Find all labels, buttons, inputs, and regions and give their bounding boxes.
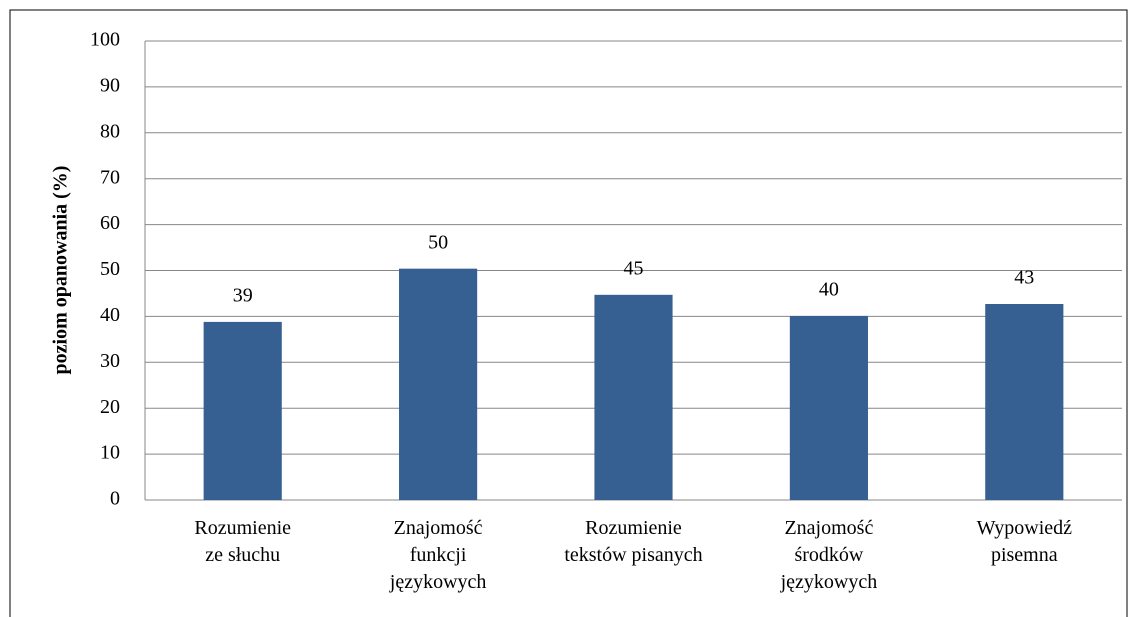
y-tick-label: 70 [100,166,120,188]
y-tick-label: 20 [100,396,120,418]
y-tick-label: 40 [100,304,120,326]
y-tick-label: 10 [100,442,120,464]
value-label: 40 [819,279,839,301]
value-label: 45 [624,257,644,279]
bar [203,321,282,500]
bar [985,304,1064,500]
y-tick-label: 60 [100,212,120,234]
x-tick-label: Rozumienie ze słuchu [194,517,291,566]
value-label: 50 [428,231,448,253]
bar [594,294,673,500]
x-tick-label: Rozumienie tekstów pisanych [564,517,703,566]
y-tick-label: 80 [100,120,120,142]
value-label: 39 [233,285,253,307]
y-tick-label: 0 [110,488,120,510]
y-tick-label: 50 [100,258,120,280]
y-tick-label: 30 [100,350,120,372]
x-tick-label: Znajomość funkcji językowych [389,517,487,593]
bar [789,315,868,500]
x-tick-label: Znajomość środków językowych [780,517,878,593]
y-axis-title: poziom opanowania (%) [50,166,72,375]
x-tick-label: Wypowiedź pisemna [976,517,1073,566]
chart-frame [9,9,1128,617]
bar [399,268,478,500]
y-tick-label: 100 [90,29,120,51]
y-tick-label: 90 [100,74,120,96]
value-label: 43 [1014,267,1034,289]
